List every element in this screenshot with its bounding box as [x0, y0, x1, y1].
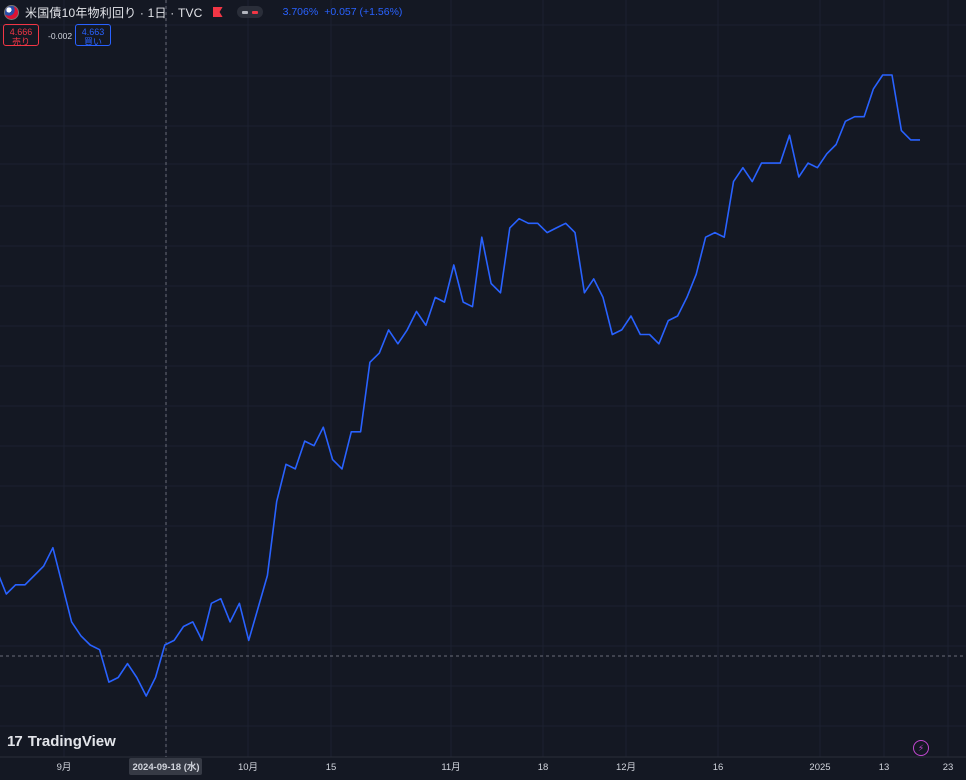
buy-price: 4.663	[81, 27, 105, 37]
symbol-title[interactable]: 米国債10年物利回り · 1日 · TVC	[25, 5, 203, 20]
x-tick-label: 23	[943, 762, 954, 773]
sell-price: 4.666	[9, 27, 33, 37]
spread-value: -0.002	[48, 31, 73, 41]
x-tick-label: 11月	[441, 762, 460, 773]
tradingview-name: TradingView	[27, 733, 116, 750]
sell-label: 売り	[11, 37, 30, 47]
sell-button[interactable]: 4.666 売り	[3, 24, 39, 47]
symbol-header: 米国債10年物利回り · 1日 · TVC 3.706% +0.057 (+1.…	[4, 4, 402, 20]
flag-marker-icon[interactable]	[212, 7, 223, 17]
x-tick-label: 13	[879, 762, 890, 773]
price-change: +0.057 (+1.56%)	[324, 6, 403, 18]
buy-label: 買い	[83, 37, 102, 47]
x-tick-label: 18	[538, 762, 549, 773]
crosshair-date-label: 2024-09-18 (水)	[132, 761, 199, 773]
tradingview-logo[interactable]: 17 TradingView	[7, 733, 116, 750]
x-tick-label: 12月	[616, 762, 636, 773]
crosshair-date-bg	[129, 758, 202, 775]
price-line	[0, 74, 920, 697]
us-flag-icon	[4, 4, 19, 20]
visibility-toggle[interactable]	[236, 6, 263, 18]
x-tick-label: 16	[713, 762, 724, 773]
lightning-icon[interactable]: ⚡	[913, 740, 929, 756]
x-tick-label: 2025	[809, 762, 830, 773]
x-tick-label: 15	[326, 762, 337, 773]
x-tick-label: 10月	[238, 762, 258, 773]
tradingview-mark-icon: 17	[7, 733, 23, 750]
buy-button[interactable]: 4.663 買い	[75, 24, 111, 47]
last-value: 3.706%	[282, 6, 319, 18]
x-tick-label: 9月	[57, 762, 72, 773]
